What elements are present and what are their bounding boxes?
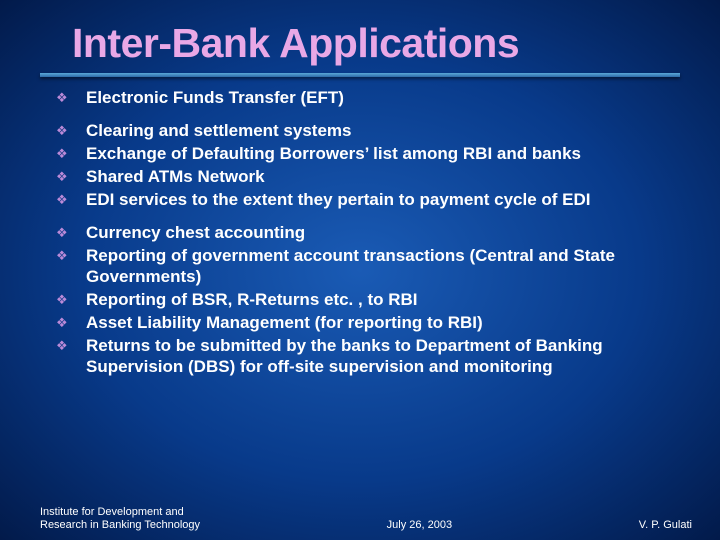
slide-title: Inter-Bank Applications xyxy=(0,0,720,69)
bullet-group: ❖ Clearing and settlement systems ❖ Exch… xyxy=(56,120,672,210)
diamond-bullet-icon: ❖ xyxy=(56,312,78,333)
bullet-item: ❖ Asset Liability Management (for report… xyxy=(56,312,672,333)
slide-body: ❖ Electronic Funds Transfer (EFT) ❖ Clea… xyxy=(0,87,720,377)
slide-footer: Institute for Development and Research i… xyxy=(0,506,720,532)
bullet-text: Returns to be submitted by the banks to … xyxy=(78,335,672,377)
bullet-item: ❖ Clearing and settlement systems xyxy=(56,120,672,141)
bullet-text: Reporting of BSR, R-Returns etc. , to RB… xyxy=(78,289,672,310)
footer-org-line1: Institute for Development and xyxy=(40,506,200,519)
bullet-item: ❖ Shared ATMs Network xyxy=(56,166,672,187)
bullet-group: ❖ Electronic Funds Transfer (EFT) xyxy=(56,87,672,108)
diamond-bullet-icon: ❖ xyxy=(56,245,78,266)
footer-date: July 26, 2003 xyxy=(200,519,639,532)
footer-author: V. P. Gulati xyxy=(639,519,692,532)
diamond-bullet-icon: ❖ xyxy=(56,335,78,356)
bullet-item: ❖ Returns to be submitted by the banks t… xyxy=(56,335,672,377)
diamond-bullet-icon: ❖ xyxy=(56,166,78,187)
diamond-bullet-icon: ❖ xyxy=(56,143,78,164)
bullet-item: ❖ Exchange of Defaulting Borrowers’ list… xyxy=(56,143,672,164)
bullet-text: Electronic Funds Transfer (EFT) xyxy=(78,87,672,108)
bullet-item: ❖ Reporting of government account transa… xyxy=(56,245,672,287)
footer-left: Institute for Development and Research i… xyxy=(40,506,200,532)
bullet-group: ❖ Currency chest accounting ❖ Reporting … xyxy=(56,222,672,377)
bullet-text: Asset Liability Management (for reportin… xyxy=(78,312,672,333)
bullet-text: Shared ATMs Network xyxy=(78,166,672,187)
diamond-bullet-icon: ❖ xyxy=(56,222,78,243)
bullet-text: Clearing and settlement systems xyxy=(78,120,672,141)
bullet-text: Reporting of government account transact… xyxy=(78,245,672,287)
bullet-text: Currency chest accounting xyxy=(78,222,672,243)
slide: Inter-Bank Applications ❖ Electronic Fun… xyxy=(0,0,720,540)
bullet-item: ❖ Electronic Funds Transfer (EFT) xyxy=(56,87,672,108)
diamond-bullet-icon: ❖ xyxy=(56,120,78,141)
diamond-bullet-icon: ❖ xyxy=(56,189,78,210)
bullet-item: ❖ Reporting of BSR, R-Returns etc. , to … xyxy=(56,289,672,310)
diamond-bullet-icon: ❖ xyxy=(56,289,78,310)
bullet-item: ❖ Currency chest accounting xyxy=(56,222,672,243)
bullet-item: ❖ EDI services to the extent they pertai… xyxy=(56,189,672,210)
title-underline xyxy=(40,73,680,77)
footer-org-line2: Research in Banking Technology xyxy=(40,519,200,532)
bullet-text: EDI services to the extent they pertain … xyxy=(78,189,672,210)
diamond-bullet-icon: ❖ xyxy=(56,87,78,108)
bullet-text: Exchange of Defaulting Borrowers’ list a… xyxy=(78,143,672,164)
